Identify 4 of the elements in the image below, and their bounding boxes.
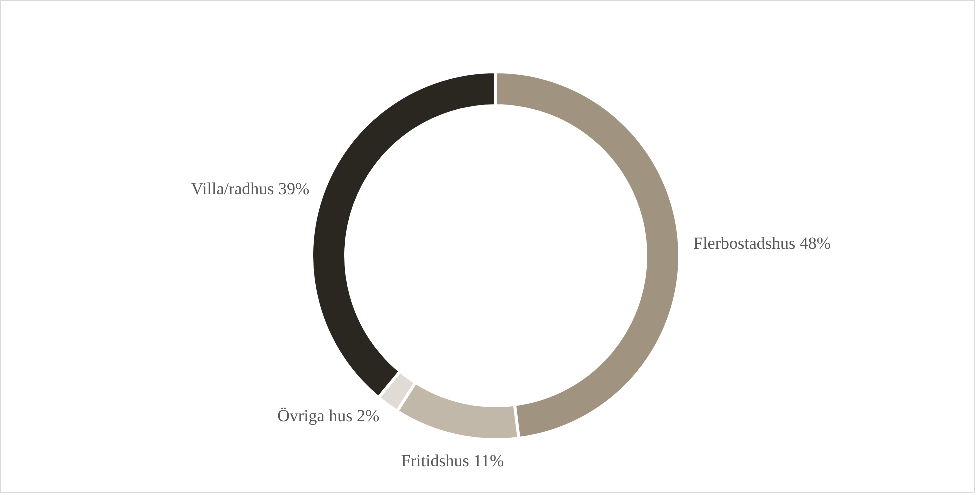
slice-label: Flerbostadshus 48%	[694, 234, 832, 254]
slice-label: Villa/radhus 39%	[191, 179, 310, 198]
slice-label: Övriga hus 2%	[278, 406, 380, 426]
slice-label: Fritidshus 11%	[401, 452, 504, 471]
